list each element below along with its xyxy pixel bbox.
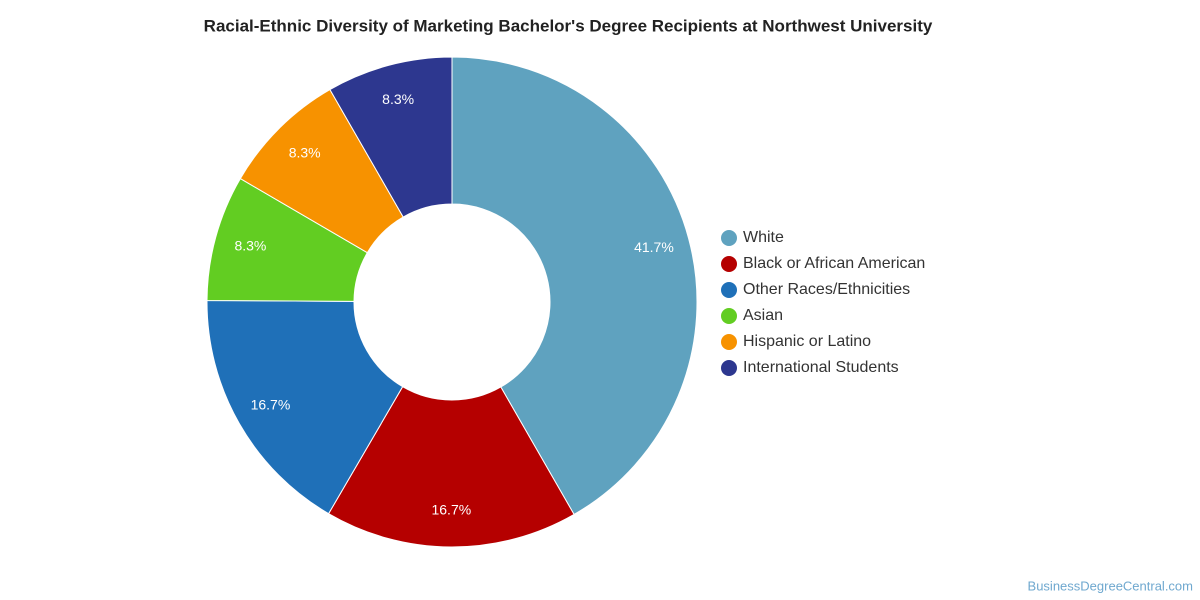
legend-label: International Students bbox=[743, 359, 899, 376]
legend-marker bbox=[721, 360, 737, 376]
slice bbox=[329, 56, 453, 218]
slice-label: 41.7% bbox=[634, 239, 674, 255]
slice-label: 16.7% bbox=[251, 396, 291, 412]
legend-marker bbox=[721, 334, 737, 350]
legend-marker bbox=[721, 256, 737, 272]
legend-marker bbox=[721, 230, 737, 246]
slice bbox=[451, 56, 698, 516]
legend-label: Asian bbox=[743, 307, 783, 324]
slice-label: 8.3% bbox=[289, 144, 321, 160]
slice bbox=[327, 385, 575, 548]
slice-label: 8.3% bbox=[234, 238, 266, 254]
legend-label: Hispanic or Latino bbox=[743, 333, 871, 350]
source: BusinessDegreeCentral.com bbox=[1028, 578, 1193, 593]
slice bbox=[206, 299, 404, 515]
legend-marker bbox=[721, 308, 737, 324]
chart-title: Racial-Ethnic Diversity of Marketing Bac… bbox=[204, 16, 933, 35]
legend-label: Other Races/Ethnicities bbox=[743, 281, 910, 298]
slice-label: 8.3% bbox=[382, 91, 414, 107]
slice-label: 16.7% bbox=[431, 502, 471, 518]
legend-label: Black or African American bbox=[743, 255, 925, 272]
legend-label: White bbox=[743, 229, 784, 246]
legend-marker bbox=[721, 282, 737, 298]
